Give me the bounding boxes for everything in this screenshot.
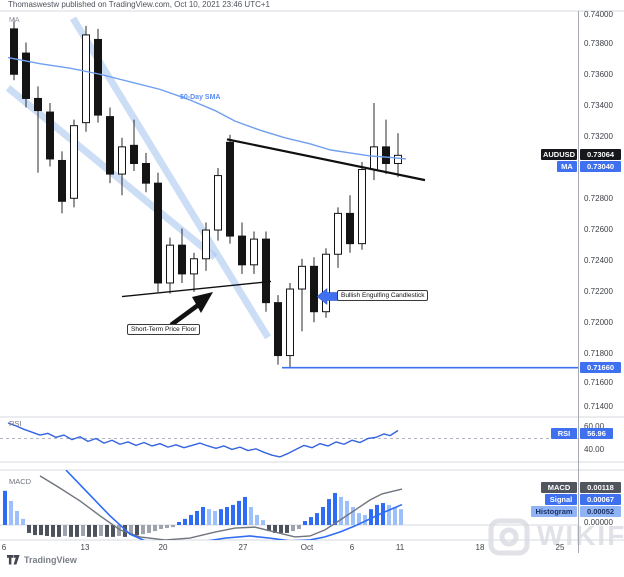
candlesticks: [10, 18, 402, 368]
signal-name-badge: Signal: [545, 494, 577, 505]
time-axis-label: 27: [238, 543, 248, 552]
macd-value-badge: 0.00118: [580, 482, 621, 493]
rsi-axis-label: 40.00: [584, 445, 605, 454]
sma-50-line: [7, 56, 407, 160]
time-axis-label: 25: [555, 543, 565, 552]
last-price-badge: 0.73064: [580, 149, 621, 160]
sma-50-label: 50-Day SMA: [180, 94, 221, 101]
camera-watermark-icon: [488, 518, 530, 556]
time-axis-label: 20: [158, 543, 168, 552]
tradingview-logo-icon: [7, 555, 20, 565]
time-axis[interactable]: [0, 540, 578, 554]
ma-value-badge: 0.73040: [580, 161, 621, 172]
symbol-name-badge: AUDUSD: [541, 149, 577, 160]
price-axis-label: 0.74000: [584, 10, 613, 19]
ma-name-badge: MA: [557, 161, 577, 172]
rsi-axis-label: 60.00: [584, 422, 605, 431]
macd-panel-label: MACD: [9, 477, 32, 486]
rsi-series: [0, 422, 578, 458]
annotation-arrows[interactable]: [169, 287, 339, 327]
bullish-engulfing-annotation[interactable]: Bullish Engulfing Candlestick: [337, 290, 429, 301]
publish-title: Thomaswestw published on TradingView.com…: [8, 0, 270, 9]
histogram-value-badge: 0.00052: [580, 506, 621, 517]
trendline-drawings[interactable]: [121, 138, 578, 369]
macd-axis-label: 0.00000: [584, 518, 613, 527]
tradingview-logo-text: TradingView: [24, 555, 77, 565]
price-axis-label: 0.73400: [584, 101, 613, 110]
macd-series: [0, 470, 578, 540]
time-axis-label: Oct: [300, 543, 314, 552]
price-axis-label: 0.72400: [584, 256, 613, 265]
tradingview-logo[interactable]: TradingView: [7, 555, 77, 565]
time-axis-label: 18: [475, 543, 485, 552]
macd-name-badge: MACD: [541, 482, 577, 493]
support-price-badge: 0.71660: [580, 362, 621, 373]
price-axis-label: 0.72600: [584, 225, 613, 234]
time-axis-label: 6: [349, 543, 355, 552]
time-axis-label: 13: [80, 543, 90, 552]
time-axis-label: 6: [1, 543, 7, 552]
price-axis-label: 0.73800: [584, 39, 613, 48]
price-floor-annotation[interactable]: Short-Term Price Floor: [127, 324, 201, 335]
price-axis-label: 0.71400: [584, 402, 613, 411]
rsi-panel-label: RSI: [9, 419, 22, 428]
price-axis-label: 0.72000: [584, 318, 613, 327]
ma-indicator-label: MA: [9, 17, 20, 24]
price-axis[interactable]: [578, 11, 624, 553]
price-axis-label: 0.71600: [584, 378, 613, 387]
rsi-value-badge: 56.96: [580, 428, 613, 439]
signal-value-badge: 0.00067: [580, 494, 621, 505]
price-axis-label: 0.73600: [584, 70, 613, 79]
price-axis-label: 0.72200: [584, 287, 613, 296]
price-axis-label: 0.71800: [584, 349, 613, 358]
price-axis-label: 0.73200: [584, 132, 613, 141]
time-axis-label: 11: [395, 543, 405, 552]
rsi-name-badge: RSI: [551, 428, 577, 439]
histogram-name-badge: Histogram: [531, 506, 577, 517]
price-axis-label: 0.72800: [584, 194, 613, 203]
